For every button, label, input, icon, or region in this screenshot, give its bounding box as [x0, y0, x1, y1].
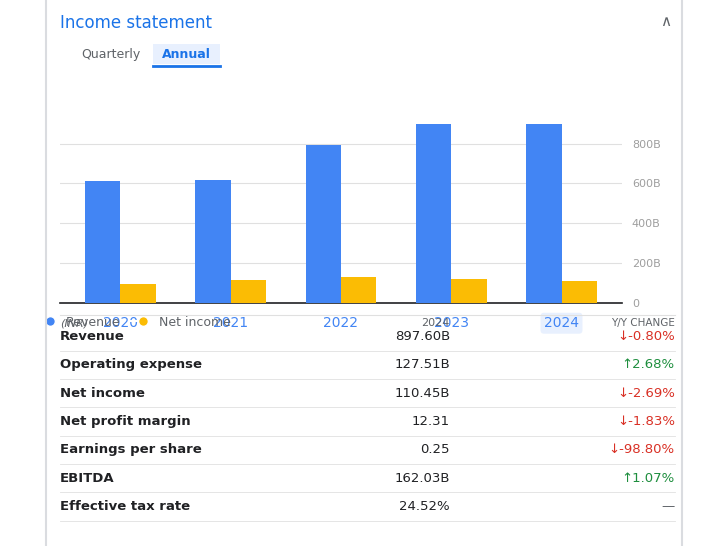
Text: Revenue: Revenue [60, 330, 124, 343]
Text: 2024: 2024 [422, 318, 450, 328]
Text: Quarterly: Quarterly [81, 48, 140, 61]
Text: 897.60B: 897.60B [394, 330, 450, 343]
Text: 12.31: 12.31 [412, 415, 450, 428]
Bar [306, 145, 341, 303]
Text: (INR): (INR) [60, 318, 88, 328]
Text: ↓-0.80%: ↓-0.80% [617, 330, 675, 343]
Legend: Revenue, Net income: Revenue, Net income [32, 311, 236, 334]
Text: 0.25: 0.25 [420, 443, 450, 456]
Text: ↓-2.69%: ↓-2.69% [617, 387, 675, 400]
Text: EBITDA: EBITDA [60, 472, 115, 485]
Text: Annual: Annual [162, 48, 211, 61]
Text: Y/Y CHANGE: Y/Y CHANGE [611, 318, 675, 328]
Text: 24.52%: 24.52% [399, 500, 450, 513]
Bar [85, 181, 120, 303]
Text: 127.51B: 127.51B [394, 358, 450, 371]
Bar [562, 281, 597, 303]
Text: Operating expense: Operating expense [60, 358, 202, 371]
Text: 162.03B: 162.03B [394, 472, 450, 485]
Text: Earnings per share: Earnings per share [60, 443, 202, 456]
Bar [231, 280, 266, 303]
Text: Net profit margin: Net profit margin [60, 415, 191, 428]
Bar [416, 123, 451, 303]
Bar [451, 279, 486, 303]
Bar [527, 124, 562, 303]
Text: ↑1.07%: ↑1.07% [621, 472, 675, 485]
Text: 110.45B: 110.45B [394, 387, 450, 400]
Bar [195, 180, 231, 303]
Text: ↓-98.80%: ↓-98.80% [609, 443, 675, 456]
Text: —: — [662, 500, 675, 513]
Text: ↑2.68%: ↑2.68% [621, 358, 675, 371]
Text: Net income: Net income [60, 387, 145, 400]
Bar [341, 277, 376, 303]
Text: Effective tax rate: Effective tax rate [60, 500, 190, 513]
Bar [120, 284, 155, 303]
Text: ↓-1.83%: ↓-1.83% [617, 415, 675, 428]
Text: Income statement: Income statement [60, 14, 212, 32]
Text: ∧: ∧ [660, 14, 671, 28]
